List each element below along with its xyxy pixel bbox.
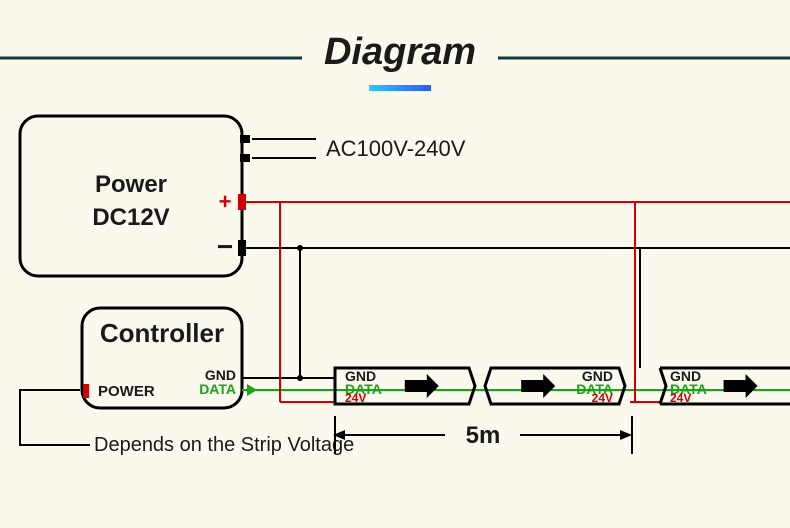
controller-data-label: DATA: [199, 381, 236, 397]
dimension-label: 5m: [466, 422, 501, 449]
power-label-line1: Power: [95, 171, 167, 198]
flow-arrow-icon: [405, 374, 439, 398]
data-arrow-icon: [247, 384, 257, 396]
power-supply: Power DC12V AC100V-240V + −: [20, 116, 466, 276]
dc-neg-terminal: [238, 240, 246, 256]
controller-power-led: [83, 384, 89, 398]
strip-segment: GNDDATA24V: [485, 368, 625, 405]
controller-label: Controller: [100, 318, 224, 348]
led-strips: GNDDATA24V GNDDATA24V GNDDATA24V: [335, 368, 790, 405]
dc-pos-terminal: [238, 194, 246, 210]
title-underline: [369, 85, 431, 91]
flow-arrow-icon: [724, 374, 758, 398]
power-label-line2: DC12V: [92, 204, 169, 231]
flow-arrow-icon: [521, 374, 555, 398]
page-title: Diagram: [324, 31, 476, 73]
strip-volt-label: 24V: [670, 391, 691, 405]
dimension-5m: 5m: [333, 416, 632, 454]
ac-input-label: AC100V-240V: [326, 136, 466, 161]
ac-terminal-2: [240, 154, 250, 162]
junction-dot-gnd1: [297, 375, 303, 381]
strip-volt-label: 24V: [592, 391, 613, 405]
junction-dot-neg1: [297, 245, 303, 251]
leader-line: [20, 390, 90, 445]
plus-symbol: +: [219, 189, 232, 214]
diagram-canvas: Diagram Power DC12V AC100V-240V + − Cont…: [0, 0, 790, 528]
ac-terminal-1: [240, 135, 250, 143]
strip-segment: GNDDATA24V: [660, 368, 790, 405]
controller: Controller POWER GND DATA: [82, 308, 242, 408]
minus-symbol: −: [217, 231, 233, 262]
controller-power-label: POWER: [98, 383, 155, 400]
strip-segment: GNDDATA24V: [335, 368, 475, 405]
strip-volt-label: 24V: [345, 391, 366, 405]
footnote-voltage: Depends on the Strip Voltage: [94, 434, 354, 456]
